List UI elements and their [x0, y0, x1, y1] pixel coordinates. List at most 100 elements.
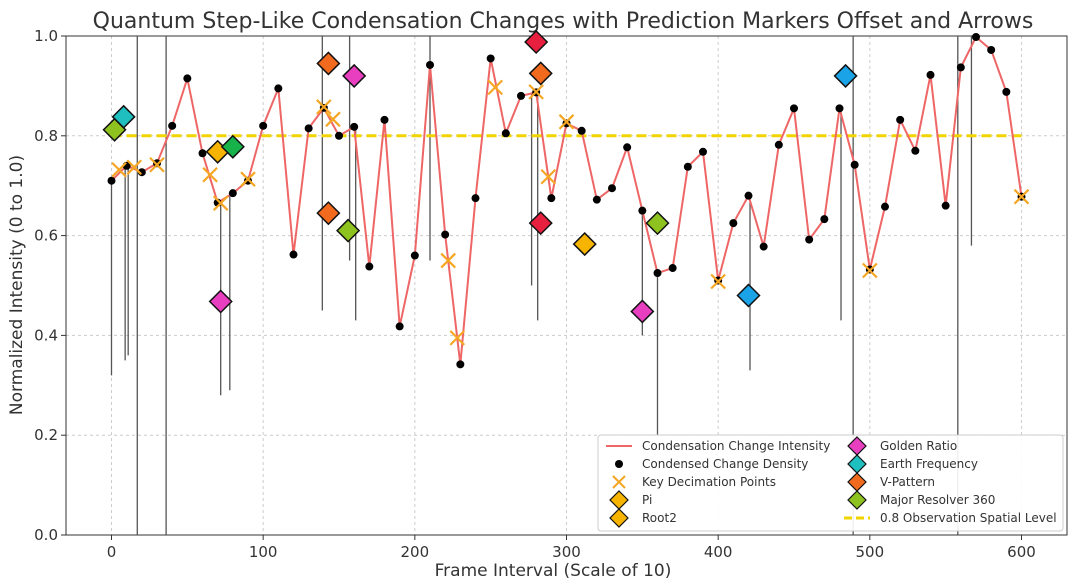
density-dot: [107, 176, 116, 185]
legend-box: [597, 434, 1064, 532]
density-dot: [395, 322, 404, 331]
diamond-marker: [208, 289, 233, 314]
density-dot: [426, 60, 434, 69]
legend-swatch-x: [612, 475, 626, 489]
chart-title: Quantum Step-Like Condensation Changes w…: [93, 9, 1034, 34]
decimation-stroke: [316, 99, 332, 115]
y-tick-label: 0.6: [34, 227, 58, 245]
density-dot: [501, 129, 510, 138]
density-dot: [168, 121, 177, 130]
density-dot: [941, 201, 950, 210]
density-dot: [471, 194, 480, 203]
diamond-marker: [102, 117, 127, 142]
density-dot: [729, 219, 738, 228]
x-tick-label: 500: [856, 543, 885, 561]
diamond-marker: [316, 201, 341, 226]
density-dot: [926, 70, 935, 79]
density-dot: [790, 104, 798, 113]
y-tick-label: 0.2: [34, 426, 58, 444]
legend-swatch-diamond: [847, 490, 867, 510]
decimation-stroke: [111, 161, 127, 178]
decimation-stroke: [126, 159, 143, 176]
density-dot: [380, 115, 389, 124]
density-dot: [987, 45, 996, 54]
y-tick-label: 0.8: [34, 127, 58, 145]
density-dot: [896, 115, 905, 124]
x-tick-label: 200: [401, 543, 430, 561]
decimation-marker: [449, 330, 466, 346]
x-axis-label: Frame Interval (Scale of 10): [435, 561, 672, 581]
decimation-stroke: [528, 84, 544, 100]
density-dot: [911, 146, 920, 155]
density-dot: [638, 206, 647, 215]
density-dot: [623, 143, 632, 152]
density-dot: [365, 262, 374, 271]
x-tick-label: 0: [107, 543, 117, 561]
axes: 0 100 200 300 400 500 600 0.0 0.2 0.4 0.6 0.8 1.0: [34, 27, 1068, 561]
legend-label: Earth Frequency: [880, 457, 978, 471]
density-dot: [653, 269, 662, 278]
legend-label: Condensed Change Density: [642, 457, 808, 471]
x-tick-label: 400: [704, 543, 733, 561]
density-dot: [441, 230, 450, 239]
dots: [107, 32, 1026, 369]
decimation-stroke: [212, 195, 229, 211]
legend-label: Major Resolver 360: [880, 493, 995, 507]
density-dot: [517, 91, 525, 100]
decimation-markers: [111, 79, 1030, 346]
density-dot: [835, 104, 844, 113]
decimation-stroke: [440, 252, 456, 269]
density-dot: [1002, 87, 1011, 96]
legend-label: 0.8 Observation Spatial Level: [880, 511, 1057, 525]
decimation-marker: [440, 252, 456, 269]
legend-swatch-diamond: [609, 508, 629, 528]
decimation-marker: [487, 79, 503, 96]
density-dot: [183, 74, 192, 83]
density-dot: [198, 149, 207, 158]
density-dot: [289, 250, 298, 259]
legend-swatch-dot: [615, 460, 623, 468]
density-dot: [577, 126, 586, 135]
decimation-marker: [111, 161, 127, 178]
decimation-stroke: [558, 114, 575, 130]
legend-label: Key Decimation Points: [642, 475, 776, 489]
density-dot: [744, 191, 753, 200]
density-dot: [259, 121, 268, 130]
x-tick-label: 100: [249, 543, 278, 561]
decimation-stroke: [540, 168, 557, 185]
decimation-marker: [540, 168, 557, 185]
density-dot: [683, 162, 692, 171]
density-dot: [759, 242, 768, 251]
diamond-marker: [736, 283, 761, 308]
decimation-stroke: [1013, 188, 1030, 205]
decimation-marker: [1013, 188, 1030, 205]
diamond-marker: [336, 218, 361, 243]
decimation-marker: [149, 156, 165, 173]
diamond-marker: [528, 61, 553, 86]
decimation-stroke: [149, 156, 165, 173]
density-dot: [228, 189, 237, 198]
density-dot: [850, 160, 859, 169]
decimation-marker: [558, 114, 575, 130]
density-dot: [410, 251, 419, 260]
x-tick-label: 600: [1007, 543, 1036, 561]
diamond-marker: [316, 51, 341, 76]
density-dot: [304, 124, 313, 133]
legend-label: Golden Ratio: [880, 439, 957, 453]
density-dot: [592, 195, 601, 204]
diamond-marker: [524, 29, 549, 55]
y-axis-label: Normalized Intensity (0 to 1.0): [7, 155, 27, 415]
density-dot: [547, 194, 556, 203]
x-tick-label: 300: [552, 543, 581, 561]
density-dot: [820, 215, 829, 224]
decimation-marker: [126, 159, 143, 176]
legend: Condensation Change Intensity Condensed C…: [597, 434, 1064, 532]
diamond-marker: [833, 63, 858, 88]
decimation-marker: [528, 84, 544, 100]
decimation-stroke: [862, 262, 878, 279]
decimation-marker: [240, 171, 256, 187]
density-dot: [274, 84, 283, 93]
density-dot: [881, 202, 889, 211]
decimation-marker: [862, 262, 878, 279]
